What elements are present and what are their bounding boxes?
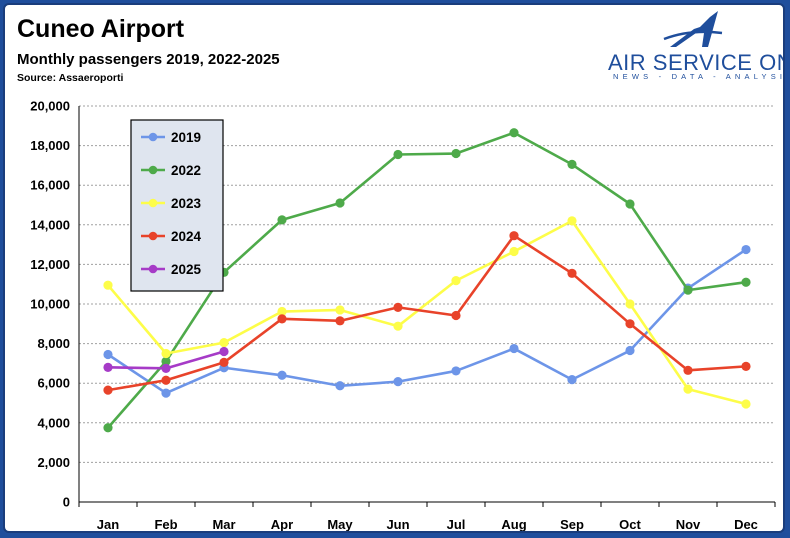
data-point-2019 bbox=[567, 375, 577, 385]
x-tick-label: Dec bbox=[734, 517, 758, 532]
x-tick-label: Nov bbox=[676, 517, 701, 532]
data-point-2024 bbox=[219, 357, 229, 368]
data-point-2024 bbox=[683, 365, 693, 375]
chart-subtitle: Monthly passengers 2019, 2022-2025 bbox=[17, 51, 280, 68]
x-tick-label: Feb bbox=[154, 517, 177, 532]
data-point-2025 bbox=[161, 363, 171, 373]
y-tick-label: 16,000 bbox=[30, 178, 70, 193]
data-point-2023 bbox=[683, 384, 693, 394]
y-tick-label: 4,000 bbox=[37, 415, 70, 430]
y-tick-label: 14,000 bbox=[30, 217, 70, 232]
chart-source: Source: Assaeroporti bbox=[17, 72, 124, 84]
series-line-2023 bbox=[107, 219, 747, 406]
legend-marker-2022 bbox=[148, 165, 158, 175]
chart-title: Cuneo Airport bbox=[17, 15, 185, 43]
data-point-2022 bbox=[393, 149, 403, 160]
data-point-2019 bbox=[509, 343, 519, 354]
data-point-2022 bbox=[451, 148, 461, 159]
y-tick-label: 8,000 bbox=[37, 336, 70, 351]
x-tick-label: Jul bbox=[447, 517, 466, 532]
data-point-2024 bbox=[103, 385, 113, 395]
data-point-2019 bbox=[393, 377, 403, 387]
data-point-2024 bbox=[567, 268, 577, 278]
y-tick-label: 10,000 bbox=[30, 297, 70, 312]
data-point-2024 bbox=[335, 316, 345, 326]
data-point-2024 bbox=[393, 302, 403, 312]
data-point-2022 bbox=[683, 285, 693, 295]
legend-label-2024: 2024 bbox=[171, 229, 202, 244]
data-point-2019 bbox=[161, 388, 171, 398]
data-point-2024 bbox=[625, 319, 635, 329]
data-point-2024 bbox=[451, 310, 461, 321]
series-line-2024 bbox=[107, 234, 747, 392]
legend-label-2023: 2023 bbox=[171, 196, 202, 211]
data-point-2022 bbox=[335, 198, 345, 208]
x-tick-label: Jan bbox=[97, 517, 119, 532]
data-point-2022 bbox=[509, 128, 519, 138]
data-point-2023 bbox=[393, 321, 403, 331]
y-tick-label: 12,000 bbox=[30, 257, 70, 272]
data-point-2022 bbox=[103, 423, 113, 433]
legend-label-2019: 2019 bbox=[171, 130, 201, 145]
data-point-2025 bbox=[219, 346, 229, 357]
data-point-2023 bbox=[219, 338, 229, 348]
data-point-2025 bbox=[103, 362, 113, 372]
data-point-2019 bbox=[741, 244, 751, 255]
data-point-2023 bbox=[277, 306, 287, 317]
data-point-2019 bbox=[451, 366, 461, 376]
x-tick-label: Apr bbox=[271, 517, 293, 532]
x-tick-label: Oct bbox=[619, 517, 641, 532]
x-tick-label: Aug bbox=[501, 517, 526, 532]
data-point-2023 bbox=[103, 280, 113, 290]
legend-marker-2019 bbox=[148, 132, 158, 142]
data-point-2023 bbox=[567, 216, 577, 226]
chart-frame: Cuneo Airport Monthly passengers 2019, 2… bbox=[3, 3, 785, 533]
data-point-2019 bbox=[277, 370, 287, 380]
x-tick-label: Mar bbox=[212, 517, 235, 532]
x-tick-label: Jun bbox=[386, 517, 409, 532]
y-tick-label: 0 bbox=[63, 495, 70, 510]
data-point-2022 bbox=[161, 356, 171, 367]
legend-marker-2025 bbox=[148, 264, 158, 274]
line-chart: 0 2,000 4,000 6,000 8,000 10,000 12,000 14,000 1… bbox=[30, 99, 776, 532]
data-point-2022 bbox=[277, 215, 287, 225]
legend-marker-2024 bbox=[148, 231, 158, 241]
data-point-2023 bbox=[161, 348, 171, 359]
data-point-2024 bbox=[741, 361, 751, 371]
data-point-2023 bbox=[451, 276, 461, 286]
legend-label-2022: 2022 bbox=[171, 163, 201, 178]
data-point-2023 bbox=[335, 305, 345, 315]
data-point-2019 bbox=[625, 345, 635, 356]
x-tick-label: Sep bbox=[560, 517, 584, 532]
series-line-2019 bbox=[107, 248, 747, 395]
y-tick-label: 2,000 bbox=[37, 455, 70, 470]
y-tick-label: 20,000 bbox=[30, 99, 70, 114]
brand-logo-tagline: NEWS - DATA - ANALYSIS bbox=[613, 72, 785, 81]
data-point-2022 bbox=[567, 159, 577, 170]
data-point-2019 bbox=[103, 349, 113, 360]
y-tick-label: 18,000 bbox=[30, 138, 70, 153]
x-tick-label: May bbox=[327, 517, 353, 532]
data-point-2024 bbox=[509, 231, 519, 241]
legend-marker-2023 bbox=[148, 198, 158, 208]
y-tick-label: 6,000 bbox=[37, 376, 70, 391]
plane-logo-icon bbox=[663, 11, 723, 47]
data-point-2022 bbox=[625, 199, 635, 209]
data-point-2023 bbox=[625, 299, 635, 309]
data-point-2023 bbox=[741, 399, 751, 409]
legend-label-2025: 2025 bbox=[171, 262, 202, 277]
data-point-2023 bbox=[509, 246, 519, 257]
brand-logo-text: AIR SERVICE ONE bbox=[608, 50, 783, 75]
data-point-2024 bbox=[161, 375, 171, 385]
data-point-2024 bbox=[277, 314, 287, 324]
data-point-2022 bbox=[741, 277, 751, 287]
data-point-2019 bbox=[335, 381, 345, 391]
legend-box bbox=[130, 119, 224, 292]
